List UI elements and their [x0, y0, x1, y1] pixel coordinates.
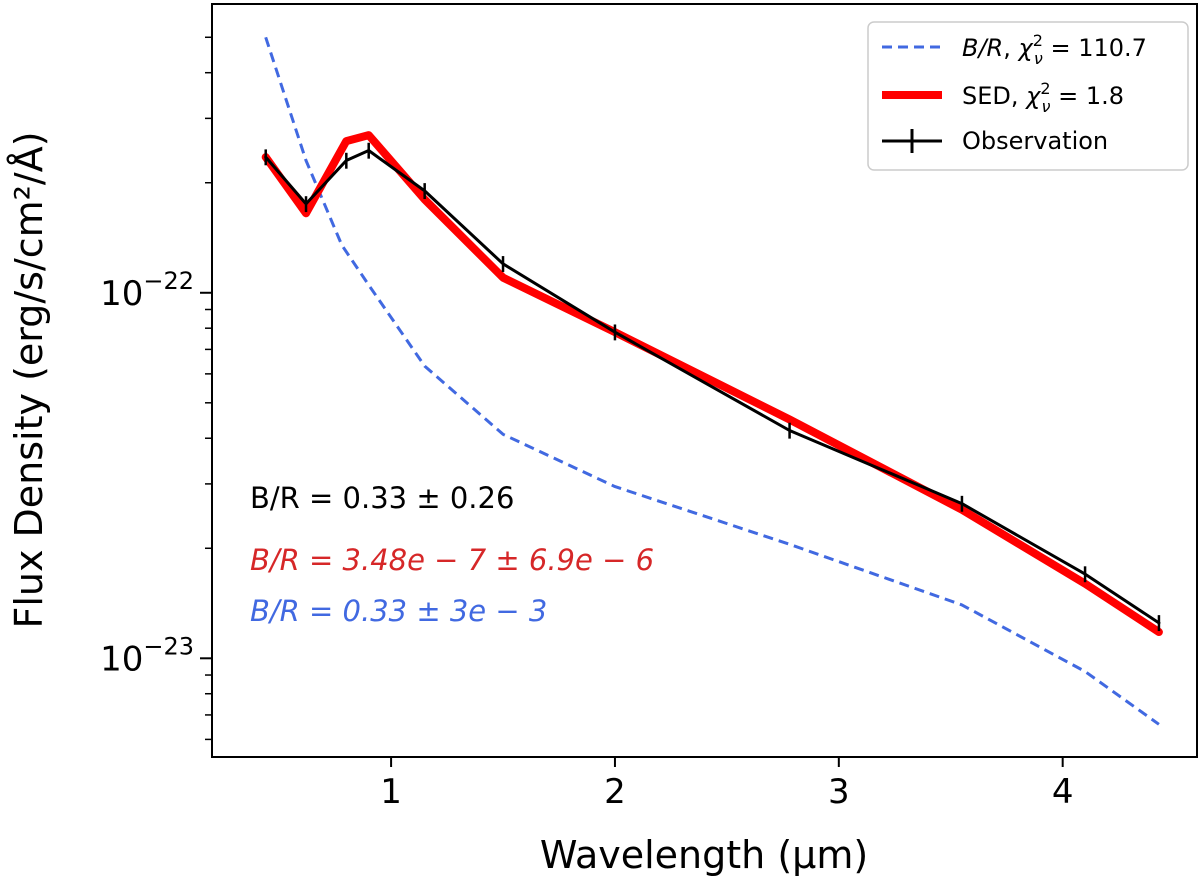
y-axis-label: Flux Density (erg/s/cm²/Å)	[7, 131, 51, 628]
legend-label-sed: SED, χ2 ν = 1.8	[962, 79, 1124, 116]
annotation-br-red: B/R = 3.48e − 7 ± 6.9e − 6	[250, 543, 654, 577]
y-tick-label-1: 10−23	[100, 632, 194, 679]
y-tick-label-0: 10−22	[100, 267, 194, 314]
series-layer	[261, 36, 1163, 726]
legend: B/R, χ2 ν = 110.7 SED, χ2 ν = 1.8 Observat…	[867, 21, 1189, 171]
annotation-br-blue: B/R = 0.33 ± 3e − 3	[250, 594, 547, 628]
plot-frame	[211, 3, 1198, 758]
x-tick-label-2: 2	[604, 772, 626, 812]
x-tick-label-1: 1	[380, 772, 402, 812]
annotations: B/R = 0.33 ± 0.26 B/R = 3.48e − 7 ± 6.9e…	[250, 481, 654, 628]
annotation-br-black: B/R = 0.33 ± 0.26	[250, 481, 514, 515]
x-axis-label: Wavelength (μm)	[540, 833, 868, 877]
x-axis-ticks: 1 2 3 4	[380, 757, 1074, 812]
series-line-sed	[261, 131, 1163, 636]
legend-box	[867, 21, 1189, 171]
x-tick-label-3: 3	[828, 772, 850, 812]
y-axis-ticks: 10−22 10−23	[100, 36, 212, 741]
legend-label-br: B/R, χ2 ν = 110.7	[962, 31, 1147, 68]
x-tick-label-4: 4	[1052, 772, 1074, 812]
legend-label-observation: Observation	[962, 127, 1108, 155]
series-line-b-r	[264, 36, 1160, 726]
